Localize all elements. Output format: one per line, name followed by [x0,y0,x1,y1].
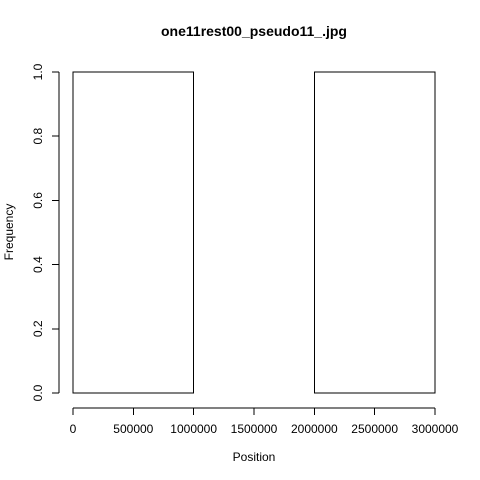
y-axis-label: Frequency [2,204,16,261]
x-tick-label: 2500000 [351,422,398,436]
y-tick-label: 0.0 [31,384,45,401]
x-tick-label: 3000000 [412,422,459,436]
x-axis-label: Position [233,450,276,464]
y-tick-label: 0.6 [31,192,45,209]
x-tick-label: 2000000 [291,422,338,436]
y-axis: 0.0 0.2 0.4 0.6 0.8 1.0 [31,63,60,401]
chart-title: one11rest00_pseudo11_.jpg [161,23,347,39]
x-tick-label: 1500000 [231,422,278,436]
histogram-bars [72,71,436,394]
y-tick-label: 1.0 [31,63,45,80]
x-tick-label: 500000 [113,422,153,436]
x-tick-label: 0 [70,422,77,436]
histogram-bar-0 [72,71,195,394]
histogram-bar-2 [313,71,436,394]
y-tick-label: 0.4 [31,256,45,273]
x-tick-label: 1000000 [170,422,217,436]
y-tick-label: 0.2 [31,320,45,337]
y-tick-label: 0.8 [31,128,45,145]
x-axis: 0 500000 1000000 1500000 2000000 2500000 30000… [70,407,459,436]
